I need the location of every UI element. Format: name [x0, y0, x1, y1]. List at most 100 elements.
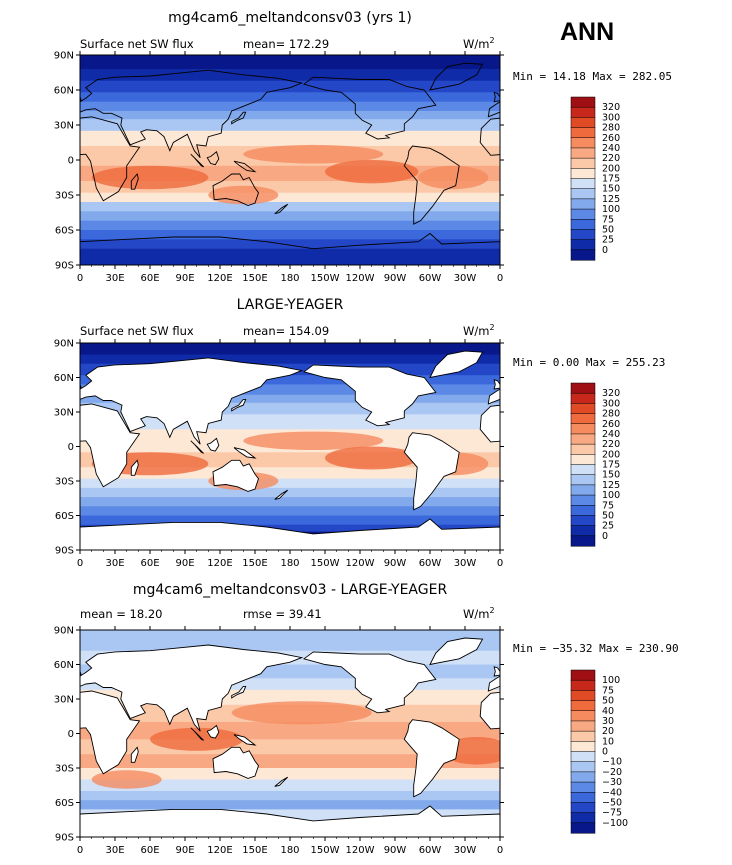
- coastline-greenland: [429, 637, 484, 666]
- panel-1-units-base: W/m: [463, 37, 489, 51]
- panel-3-title: mg4cam6_meltandconsv03 - LARGE-YEAGER: [133, 582, 448, 598]
- coastline-borneo: [206, 151, 220, 166]
- colorbar-label: 0: [602, 747, 608, 758]
- panel-2-axes: 0 30E 60E 90E 120E 150E 180 150W 120W 90W 60W 30W 09…: [54, 339, 504, 569]
- lat-band: [80, 211, 500, 222]
- lat-band: [80, 497, 500, 507]
- colorbar-label: 75: [602, 214, 614, 225]
- panel-2-variable-label: Surface net SW flux: [80, 324, 194, 338]
- coastline-north-america: [302, 364, 437, 427]
- y-tick-label: 60N: [54, 373, 74, 384]
- panel-3-units: W/m2: [463, 606, 495, 621]
- panel-1-map: [80, 55, 732, 265]
- colorbar-swatch: [570, 127, 596, 139]
- coastline-australia: [212, 173, 260, 206]
- coastline-africa: [80, 690, 141, 775]
- coastline-greenland: [429, 62, 484, 91]
- panel-2-mean-label: mean= 154.09: [243, 324, 329, 338]
- coastline-australia: [212, 459, 260, 492]
- x-tick-label: 60W: [419, 273, 442, 284]
- x-tick-label: 150E: [242, 558, 267, 569]
- coastline-north-america: [724, 652, 732, 713]
- colorbar-swatch: [570, 433, 596, 445]
- colorbar-label: −100: [602, 818, 628, 829]
- x-tick-label: 0: [497, 558, 503, 569]
- y-tick-label: 90N: [54, 626, 74, 637]
- coastline-new-guinea: [233, 160, 257, 173]
- colorbar-swatch: [570, 751, 596, 763]
- colorbar-swatch: [570, 679, 596, 691]
- coastline-south-america: [403, 432, 460, 511]
- x-tick-label: 150E: [242, 273, 267, 284]
- season-label: ANN: [560, 18, 614, 46]
- panel-1: mg4cam6_meltandconsv03 (yrs 1) Surface n…: [54, 10, 732, 284]
- lat-band: [80, 478, 500, 489]
- coastline-australia: [212, 746, 260, 779]
- panel-2-minmax: Min = 0.00 Max = 255.23: [513, 356, 665, 369]
- colorbar-swatch: [570, 219, 596, 230]
- colorbar-swatch: [570, 403, 596, 415]
- colorbar-label: 150: [602, 470, 620, 481]
- y-tick-label: 30N: [54, 408, 74, 419]
- colorbar-label: 200: [602, 449, 620, 460]
- x-tick-label: 120E: [207, 845, 232, 856]
- x-tick-label: 60W: [419, 558, 442, 569]
- coastline-antarctica: [80, 232, 500, 265]
- x-tick-label: 150W: [311, 558, 340, 569]
- colorbar-swatch: [570, 96, 596, 108]
- coastline-new-zealand: [695, 204, 708, 213]
- colorbar-swatch: [570, 761, 596, 773]
- coastline-new-zealand: [274, 203, 289, 215]
- coastline-africa: [80, 116, 141, 202]
- colorbar-swatch: [570, 106, 596, 118]
- lat-band: [80, 92, 500, 103]
- colorbar-label: 320: [602, 102, 620, 113]
- field-patch: [208, 185, 279, 205]
- coastline-madagascar: [130, 459, 139, 476]
- colorbar-label: 240: [602, 429, 620, 440]
- x-tick-label: 90W: [384, 273, 407, 284]
- coastline-eurasia: [487, 675, 500, 692]
- coastline-antarctica: [80, 518, 500, 550]
- colorbar-label: 25: [602, 235, 614, 246]
- colorbar-swatch: [570, 454, 596, 466]
- y-tick-label: 30S: [55, 477, 74, 488]
- coastline-japan: [652, 112, 666, 124]
- colorbar-label: 50: [602, 510, 614, 521]
- panel-2-units-sup: 2: [489, 323, 494, 332]
- coastline-borneo: [627, 152, 639, 165]
- lat-band: [80, 343, 500, 356]
- y-tick-label: 60S: [55, 798, 74, 809]
- colorbar-label: 100: [602, 204, 620, 215]
- panel-2-title: LARGE-YEAGER: [237, 297, 344, 313]
- coastline-madagascar: [130, 173, 139, 190]
- colorbar-label: 260: [602, 419, 620, 430]
- coastline-japan: [652, 686, 666, 698]
- panel-3: mg4cam6_meltandconsv03 - LARGE-YEAGER me…: [54, 582, 732, 856]
- field-patch: [325, 446, 419, 470]
- field-patch: [231, 701, 372, 725]
- x-tick-label: 30W: [454, 558, 477, 569]
- panel-3-rmse-label: rmse = 39.41: [243, 607, 322, 621]
- x-tick-label: 90W: [384, 558, 407, 569]
- panel-3-map: [80, 630, 732, 837]
- x-tick-label: 90W: [384, 845, 407, 856]
- coastline-north-america: [724, 77, 732, 139]
- x-tick-label: 90E: [175, 845, 194, 856]
- colorbar-label: −10: [602, 757, 622, 768]
- lat-band: [80, 384, 500, 396]
- lat-band: [80, 220, 500, 231]
- panel-2-map: [80, 343, 500, 550]
- lat-band: [80, 202, 500, 212]
- x-tick-label: 120W: [346, 273, 375, 284]
- coastline-new-zealand: [695, 777, 708, 786]
- colorbar-label: −50: [602, 797, 622, 808]
- x-tick-label: 0: [497, 845, 503, 856]
- colorbar-swatch: [570, 392, 596, 404]
- coastline-borneo: [206, 724, 220, 739]
- x-tick-label: 60E: [140, 845, 159, 856]
- coastline-eurasia: [80, 69, 304, 158]
- x-tick-label: 30E: [105, 845, 124, 856]
- lat-band: [80, 80, 500, 93]
